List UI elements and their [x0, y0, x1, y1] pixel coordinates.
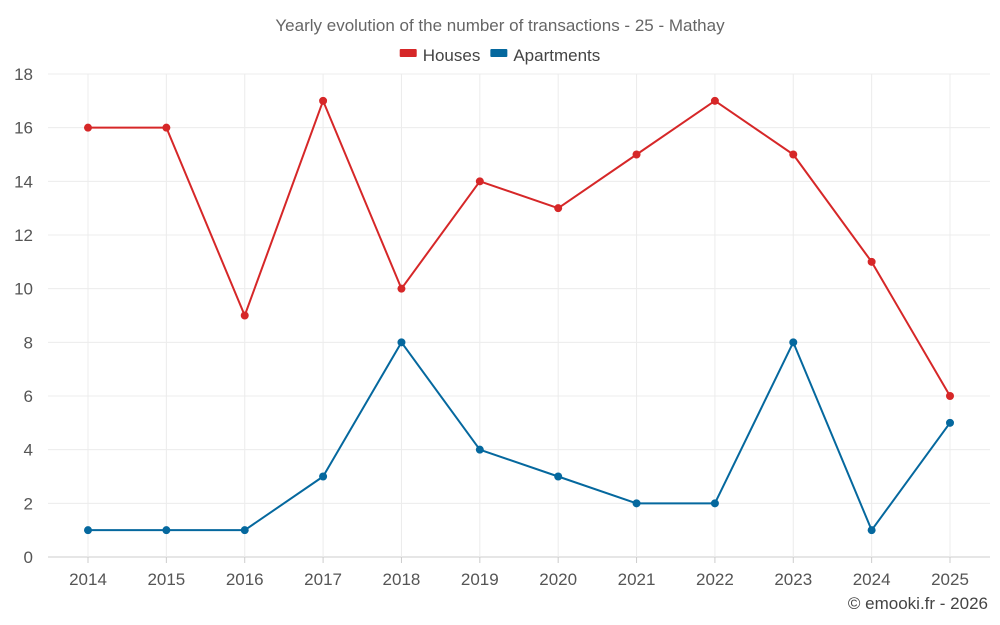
houses-point-2016 — [240, 311, 249, 320]
legend-swatch-houses — [399, 49, 417, 57]
apartments-line — [88, 341, 951, 532]
y-tick-label: 18 — [14, 65, 33, 84]
x-tick-label: 2014 — [69, 570, 107, 589]
legend-label-apartments: Apartments — [513, 46, 600, 65]
houses-point-2022 — [710, 96, 719, 105]
x-tick-label: 2020 — [539, 570, 577, 589]
legend-label-houses: Houses — [423, 46, 481, 65]
copyright-text: © emooki.fr - 2026 — [848, 594, 988, 613]
series-apartments — [84, 338, 954, 535]
apartments-point-2017 — [319, 472, 328, 481]
houses-point-2021 — [632, 150, 641, 159]
apartments-point-2022 — [710, 499, 719, 508]
x-tick-label: 2022 — [696, 570, 734, 589]
legend-item-apartments[interactable]: Apartments — [490, 46, 600, 65]
y-tick-label: 8 — [24, 333, 33, 352]
y-tick-label: 0 — [24, 548, 33, 567]
y-tick-label: 12 — [14, 226, 33, 245]
y-tick-label: 16 — [14, 119, 33, 138]
y-tick-label: 2 — [24, 494, 33, 513]
apartments-point-2023 — [789, 338, 798, 347]
x-tick-label: 2023 — [774, 570, 812, 589]
y-tick-label: 6 — [24, 387, 33, 406]
x-tick-label: 2018 — [383, 570, 421, 589]
grid — [48, 73, 990, 563]
houses-point-2019 — [475, 177, 484, 186]
houses-point-2017 — [319, 96, 328, 105]
y-tick-label: 10 — [14, 280, 33, 299]
houses-point-2014 — [84, 123, 92, 132]
apartments-point-2018 — [397, 338, 406, 347]
apartments-point-2020 — [554, 472, 563, 481]
apartments-point-2014 — [84, 526, 92, 535]
series-houses — [84, 96, 954, 400]
houses-point-2025 — [946, 392, 954, 400]
x-tick-label: 2021 — [618, 570, 656, 589]
x-tick-label: 2016 — [226, 570, 264, 589]
apartments-point-2016 — [240, 526, 249, 535]
x-axis-ticks: 2014 2015 2016 2017 2018 2019 2020 2021 2022 2023… — [69, 570, 969, 589]
legend-item-houses[interactable]: Houses — [399, 46, 481, 65]
x-tick-label: 2019 — [461, 570, 499, 589]
chart-title: Yearly evolution of the number of transa… — [275, 16, 725, 35]
houses-point-2023 — [789, 150, 798, 159]
apartments-point-2025 — [946, 418, 954, 427]
apartments-point-2015 — [162, 526, 171, 535]
legend-swatch-apartments — [490, 49, 508, 57]
x-tick-label: 2015 — [147, 570, 185, 589]
houses-point-2015 — [162, 123, 171, 132]
houses-line — [88, 99, 951, 397]
x-tick-label: 2024 — [853, 570, 891, 589]
legend: Houses Apartments — [399, 46, 600, 65]
series-layer — [84, 96, 954, 535]
houses-point-2024 — [867, 257, 876, 266]
y-axis-ticks: 0 2 4 6 8 10 12 14 16 18 — [14, 65, 33, 567]
apartments-point-2021 — [632, 499, 641, 508]
y-tick-label: 4 — [24, 441, 33, 460]
x-tick-label: 2017 — [304, 570, 342, 589]
houses-point-2020 — [554, 204, 563, 213]
apartments-point-2019 — [475, 445, 484, 454]
x-tick-label: 2025 — [931, 570, 969, 589]
houses-point-2018 — [397, 284, 406, 293]
apartments-point-2024 — [867, 526, 876, 535]
y-tick-label: 14 — [14, 172, 33, 191]
